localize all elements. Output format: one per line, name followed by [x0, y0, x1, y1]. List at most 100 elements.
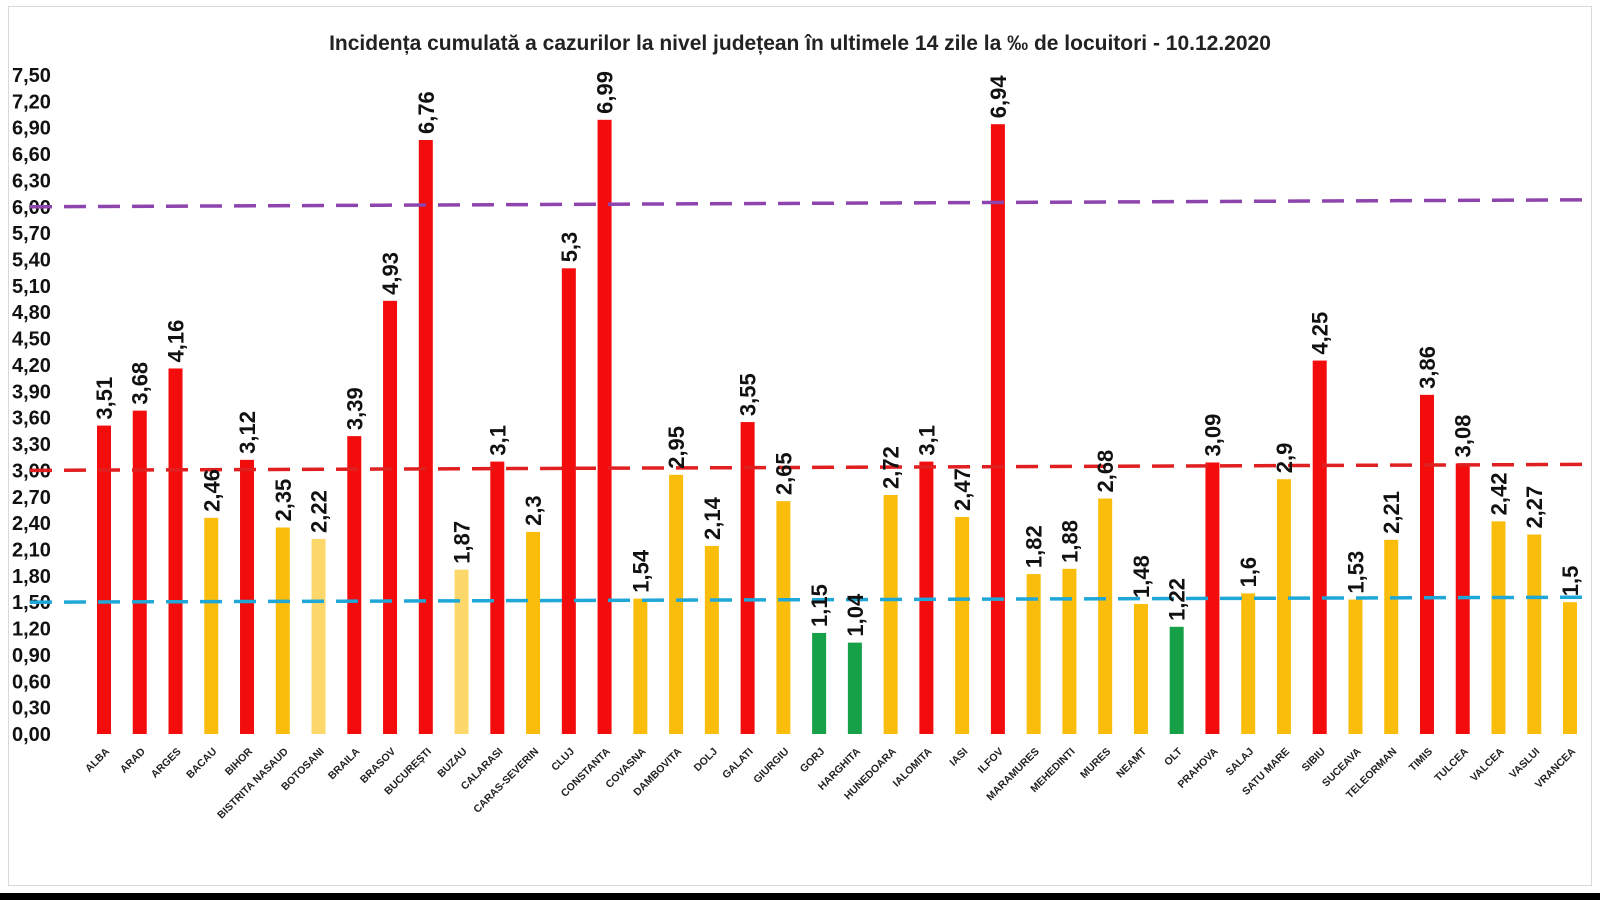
y-tick-label: 0,60	[12, 671, 51, 693]
data-label: 1,15	[807, 584, 832, 627]
data-label: 2,22	[307, 490, 332, 533]
bar	[1384, 539, 1399, 734]
data-label: 2,21	[1379, 491, 1404, 534]
threshold-line	[29, 595, 1591, 604]
data-label: 4,25	[1308, 312, 1333, 355]
x-tick-label: GALATI	[720, 746, 756, 782]
y-tick-label: 6,90	[12, 118, 51, 140]
bar	[311, 538, 326, 734]
data-label: 1,87	[450, 521, 475, 564]
data-label: 2,95	[664, 426, 689, 469]
data-label: 4,16	[164, 320, 189, 363]
data-label: 2,65	[771, 452, 796, 495]
bar	[1348, 599, 1363, 734]
chart-frame	[8, 6, 1592, 886]
bar	[883, 495, 898, 734]
x-tick-label: IASI	[947, 746, 970, 769]
threshold-line	[29, 198, 1591, 209]
x-tick-label: SALAJ	[1223, 746, 1256, 779]
data-label: 3,12	[235, 411, 260, 454]
bar	[347, 436, 362, 734]
x-tick-label: ARGES	[149, 746, 184, 781]
x-tick-label: VALCEA	[1468, 745, 1507, 784]
y-tick-label: 4,50	[12, 329, 51, 351]
bar	[633, 598, 648, 734]
data-label: 5,3	[557, 232, 582, 263]
data-label: 4,93	[378, 252, 403, 295]
bar	[418, 140, 433, 734]
y-tick-label: 6,60	[12, 144, 51, 166]
bar	[1133, 603, 1148, 734]
data-label: 1,5	[1558, 566, 1583, 597]
data-label: 1,48	[1129, 555, 1154, 598]
data-label: 1,88	[1057, 520, 1082, 563]
bar	[168, 368, 183, 734]
bar	[597, 119, 612, 734]
x-tick-label: GORJ	[798, 746, 828, 776]
bottom-rule	[0, 893, 1600, 900]
bar	[383, 300, 398, 734]
y-tick-label: 3,60	[12, 408, 51, 430]
x-tick-label: BIHOR	[223, 745, 256, 778]
data-label: 3,1	[485, 425, 510, 456]
data-label: 2,9	[1272, 443, 1297, 474]
bar	[454, 569, 469, 734]
y-tick-label: 5,10	[12, 276, 51, 298]
x-tick-label: ALBA	[83, 745, 112, 774]
data-label: 2,68	[1093, 450, 1118, 493]
bar	[1098, 498, 1113, 734]
data-label: 1,04	[843, 593, 868, 637]
x-tick-label: SIBIU	[1300, 746, 1328, 774]
data-label: 2,47	[950, 468, 975, 511]
bar	[1276, 479, 1291, 734]
x-tick-label: TIMIS	[1407, 746, 1435, 774]
y-tick-label: 0,90	[12, 645, 51, 667]
bar	[1205, 462, 1220, 734]
y-tick-label: 1,20	[12, 619, 51, 641]
x-tick-label: VASLUI	[1507, 746, 1542, 781]
x-tick-label: OLT	[1162, 745, 1185, 768]
bar	[1419, 394, 1434, 734]
y-tick-label: 1,80	[12, 566, 51, 588]
y-tick-label: 2,40	[12, 513, 51, 535]
y-tick-label: 7,50	[12, 65, 51, 87]
data-label: 2,35	[271, 479, 296, 522]
y-tick-label: 4,80	[12, 302, 51, 324]
bar	[97, 425, 111, 734]
data-label: 3,1	[914, 425, 939, 456]
y-tick-label: 5,70	[12, 223, 51, 245]
data-label: 6,94	[986, 75, 1011, 119]
data-label: 1,6	[1236, 557, 1261, 588]
bar	[526, 531, 541, 734]
data-label: 2,3	[521, 495, 546, 526]
chart-title: Incidența cumulată a cazurilor la nivel …	[329, 32, 1271, 55]
data-label: 3,86	[1415, 346, 1440, 389]
x-tick-label: CARAS-SEVERIN	[471, 746, 541, 816]
bar	[204, 517, 219, 734]
y-tick-label: 2,70	[12, 487, 51, 509]
y-axis: 0,000,300,600,901,201,501,802,102,402,70…	[12, 65, 51, 746]
bar	[955, 516, 970, 734]
x-tick-label: BRAILA	[326, 745, 363, 782]
x-tick-label: NEAMT	[1114, 745, 1149, 780]
data-label: 1,53	[1343, 551, 1368, 594]
y-tick-label: 0,30	[12, 698, 51, 720]
data-label: 1,22	[1165, 578, 1190, 621]
data-label: 6,76	[414, 91, 439, 134]
bar	[1026, 574, 1041, 734]
data-label: 6,99	[593, 71, 618, 114]
data-label: 3,09	[1200, 414, 1225, 457]
x-tick-label: MURES	[1078, 746, 1113, 781]
x-tick-label: BUZAU	[435, 746, 469, 780]
x-tick-label: IALOMITA	[891, 745, 935, 789]
bar	[1563, 602, 1577, 734]
bar	[776, 501, 791, 734]
bar	[1169, 626, 1184, 734]
threshold-line	[29, 462, 1591, 473]
x-tick-label: BACAU	[184, 746, 219, 781]
y-tick-label: 5,40	[12, 250, 51, 272]
y-tick-label: 7,20	[12, 91, 51, 113]
bar	[740, 422, 755, 734]
